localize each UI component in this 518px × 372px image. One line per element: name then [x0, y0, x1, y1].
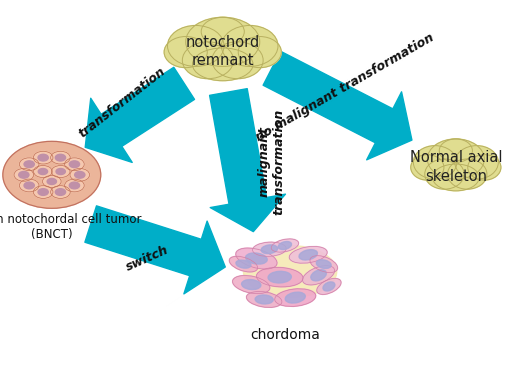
Ellipse shape: [19, 179, 39, 192]
Ellipse shape: [75, 171, 85, 178]
Ellipse shape: [455, 145, 498, 179]
Ellipse shape: [167, 25, 224, 67]
Ellipse shape: [317, 278, 341, 295]
Ellipse shape: [212, 42, 263, 78]
Ellipse shape: [427, 139, 484, 179]
Ellipse shape: [241, 280, 261, 289]
Ellipse shape: [310, 256, 338, 273]
Text: malignant
transformation: malignant transformation: [258, 109, 286, 215]
Ellipse shape: [19, 171, 29, 178]
Ellipse shape: [433, 164, 479, 191]
Ellipse shape: [233, 276, 270, 294]
Ellipse shape: [69, 161, 80, 167]
Text: notochord
remnant: notochord remnant: [185, 35, 260, 68]
Ellipse shape: [19, 158, 39, 171]
Ellipse shape: [65, 179, 84, 192]
Ellipse shape: [311, 270, 326, 281]
Ellipse shape: [164, 36, 207, 68]
Ellipse shape: [51, 166, 70, 177]
Ellipse shape: [303, 266, 335, 285]
Ellipse shape: [247, 292, 282, 307]
Text: transformation: transformation: [76, 64, 168, 140]
Ellipse shape: [289, 247, 327, 263]
Ellipse shape: [275, 289, 316, 307]
Text: Normal axial
skeleton: Normal axial skeleton: [410, 150, 502, 184]
Text: switch: switch: [124, 243, 171, 274]
Ellipse shape: [285, 292, 305, 303]
Ellipse shape: [38, 189, 48, 195]
Ellipse shape: [55, 189, 66, 195]
Ellipse shape: [238, 36, 281, 68]
Ellipse shape: [193, 48, 253, 81]
Ellipse shape: [51, 151, 70, 164]
Ellipse shape: [38, 154, 48, 161]
Ellipse shape: [439, 139, 472, 162]
Ellipse shape: [255, 295, 273, 304]
Ellipse shape: [70, 169, 90, 181]
Ellipse shape: [448, 159, 487, 189]
Ellipse shape: [33, 186, 53, 198]
Ellipse shape: [268, 271, 291, 283]
Ellipse shape: [65, 158, 84, 171]
Ellipse shape: [42, 176, 61, 187]
Text: no malignant transformation: no malignant transformation: [253, 31, 436, 144]
Ellipse shape: [236, 260, 251, 268]
Ellipse shape: [47, 179, 56, 185]
Ellipse shape: [316, 260, 331, 269]
Ellipse shape: [3, 141, 100, 208]
Ellipse shape: [34, 166, 52, 177]
Ellipse shape: [24, 161, 34, 167]
Ellipse shape: [201, 17, 244, 46]
Ellipse shape: [323, 282, 335, 291]
Ellipse shape: [468, 155, 501, 180]
Ellipse shape: [221, 25, 278, 67]
Ellipse shape: [253, 242, 286, 256]
Ellipse shape: [413, 145, 457, 179]
Ellipse shape: [425, 159, 464, 189]
Ellipse shape: [33, 151, 53, 164]
Ellipse shape: [38, 169, 48, 174]
Text: benign notochordal cell tumor
(BNCT): benign notochordal cell tumor (BNCT): [0, 213, 141, 241]
Ellipse shape: [411, 155, 444, 180]
Text: chordoma: chordoma: [250, 328, 320, 342]
Ellipse shape: [261, 245, 278, 254]
Ellipse shape: [229, 256, 257, 272]
Ellipse shape: [236, 248, 277, 269]
Ellipse shape: [14, 169, 34, 181]
Ellipse shape: [24, 182, 34, 189]
Ellipse shape: [271, 239, 298, 252]
Ellipse shape: [69, 182, 80, 189]
Ellipse shape: [246, 253, 267, 264]
Ellipse shape: [55, 154, 66, 161]
Ellipse shape: [243, 246, 337, 298]
Ellipse shape: [182, 42, 234, 78]
Ellipse shape: [256, 267, 303, 287]
Ellipse shape: [51, 186, 70, 198]
Ellipse shape: [278, 241, 292, 250]
Ellipse shape: [56, 169, 65, 174]
Ellipse shape: [299, 250, 318, 260]
Ellipse shape: [186, 17, 260, 67]
